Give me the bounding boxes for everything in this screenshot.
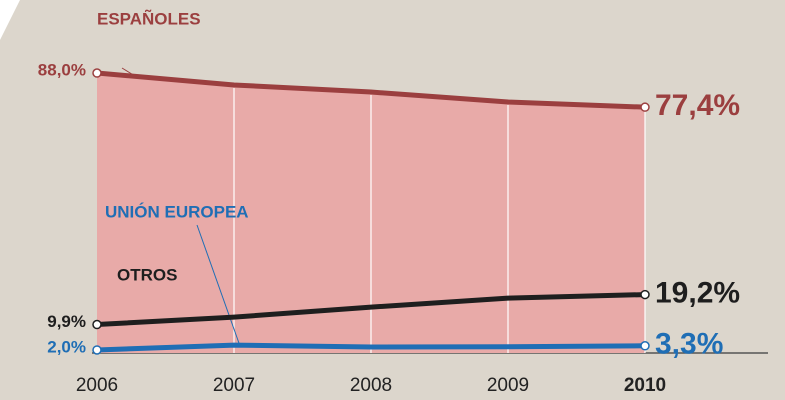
x-tick-label: 2006 [76,375,118,396]
point [640,102,650,112]
leader [196,224,241,347]
point [92,319,102,330]
x-tick-label: 2010 [624,375,666,396]
series-name: OTROS [117,265,177,284]
value-label: 9,9% [47,312,86,331]
series-line [96,70,646,110]
series-line [96,342,646,353]
value-label: 2,0% [47,337,86,356]
point [640,341,650,351]
value-label: 3,3% [655,328,723,361]
series-line [96,292,646,328]
series-name: UNIÓN EUROPEA [105,202,249,221]
point [92,345,102,355]
x-tick-label: 2009 [487,375,529,396]
value-label: 19,2% [655,276,740,309]
value-label: 88,0% [38,61,86,80]
point [92,68,102,78]
series-name: ESPAÑOLES [97,8,201,28]
x-tick-label: 2007 [213,375,255,396]
x-tick-label: 2008 [350,375,392,396]
point [640,289,650,300]
value-label: 77,4% [655,89,740,122]
